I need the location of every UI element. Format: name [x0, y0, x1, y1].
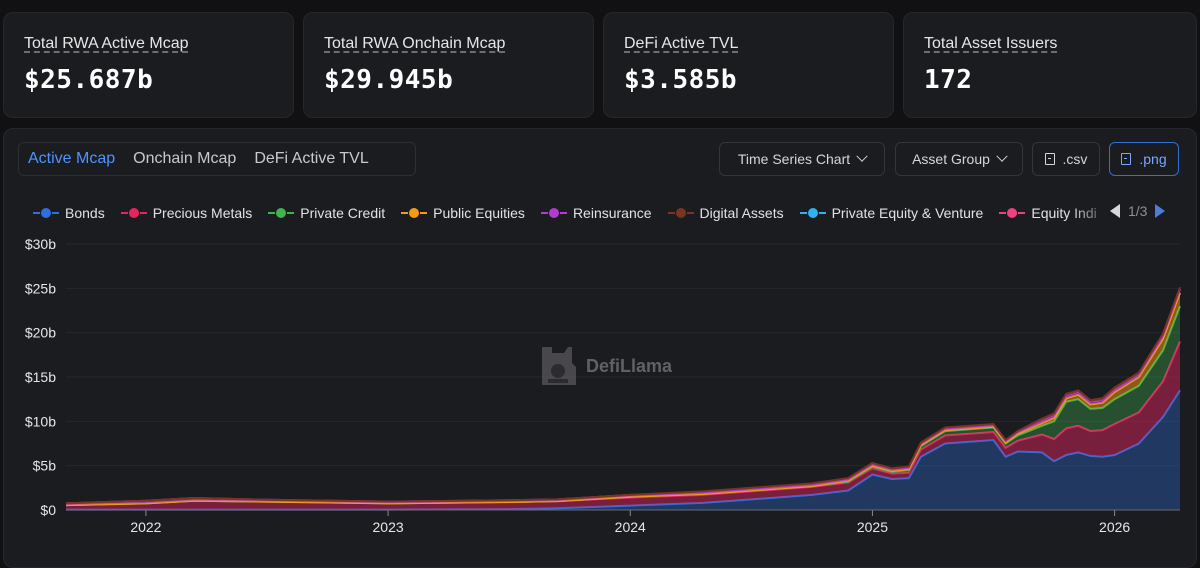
stat-label[interactable]: Total Asset Issuers: [924, 35, 1058, 52]
x-tick-label: 2023: [373, 519, 404, 535]
x-tick-label: 2024: [615, 519, 646, 535]
stat-card-onchain-mcap: Total RWA Onchain Mcap $29.945b: [303, 12, 594, 118]
legend-item-private-equity-venture[interactable]: Private Equity & Venture: [799, 205, 984, 221]
png-label: .png: [1139, 151, 1167, 167]
grouping-dropdown[interactable]: Asset Group: [895, 142, 1023, 176]
y-tick-label: $30b: [25, 236, 56, 252]
legend-label: Precious Metals: [152, 205, 253, 221]
series-area-bonds[interactable]: [66, 390, 1180, 510]
tab-defi-active-tvl[interactable]: DeFi Active TVL: [254, 150, 369, 167]
legend-label: Reinsurance: [572, 205, 652, 221]
x-axis: 2022 2023 2024 2025 2026: [66, 509, 1180, 535]
chart-type-dropdown[interactable]: Time Series Chart: [719, 142, 885, 176]
legend-item-public-equities[interactable]: Public Equities: [401, 205, 525, 221]
tab-active-mcap[interactable]: Active Mcap: [28, 150, 116, 167]
legend-marker: [999, 207, 1026, 219]
csv-label: .csv: [1062, 151, 1088, 167]
legend-item-reinsurance[interactable]: Reinsurance: [540, 205, 652, 221]
legend-marker: [667, 207, 694, 219]
legend-item-private-credit[interactable]: Private Credit: [268, 205, 385, 221]
legend-marker: [799, 207, 826, 219]
legend-marker: [401, 207, 428, 219]
png-download-button[interactable]: .png: [1109, 142, 1179, 176]
stat-label[interactable]: DeFi Active TVL: [624, 35, 739, 52]
stat-card-active-mcap: Total RWA Active Mcap $25.687b: [3, 12, 294, 118]
watermark: DefiLlama: [538, 343, 672, 389]
tab-onchain-mcap[interactable]: Onchain Mcap: [133, 150, 237, 167]
chevron-down-icon: [856, 150, 868, 162]
legend-next-icon[interactable]: [1155, 204, 1166, 218]
legend-label: Private Credit: [300, 205, 386, 221]
y-tick-label: $20b: [25, 325, 56, 341]
legend-label: Public Equities: [433, 205, 525, 221]
legend-item-digital-assets[interactable]: Digital Assets: [667, 205, 784, 221]
y-axis: $0 $5b $10b $15b $20b $25b $30b: [25, 236, 56, 518]
legend-pager: 1/3: [1110, 203, 1166, 219]
legend-label: Digital Assets: [699, 205, 784, 221]
stat-value: $3.585b: [624, 65, 738, 95]
legend: Bonds Precious Metals Private Credit Pub…: [33, 200, 1113, 226]
legend-item-precious-metals[interactable]: Precious Metals: [120, 205, 253, 221]
legend-label: Bonds: [65, 205, 105, 221]
y-tick-label: $25b: [25, 280, 56, 296]
legend-prev-icon[interactable]: [1110, 204, 1120, 218]
stat-value: $25.687b: [24, 65, 154, 95]
stacked-areas: [65, 287, 1181, 511]
area-chart: $0$5b$10b$15b$20b$25b$30b 2022 2023 2024 20…: [25, 236, 1181, 535]
legend-marker: [540, 207, 567, 219]
stat-value: 172: [924, 65, 973, 95]
grouping-label: Asset Group: [912, 151, 990, 167]
y-tick-label: $10b: [25, 413, 56, 429]
legend-item-bonds[interactable]: Bonds: [33, 205, 105, 221]
y-tick-label: $15b: [25, 369, 56, 385]
legend-fade: [1070, 200, 1114, 226]
y-tick-label: $5b: [33, 458, 57, 474]
x-tick-label: 2026: [1099, 519, 1130, 535]
chevron-down-icon: [996, 150, 1008, 162]
series-line-digital-assets[interactable]: [65, 287, 1181, 505]
x-tick-label: 2022: [130, 519, 161, 535]
llama-logo-icon: [542, 347, 576, 385]
legend-page-indicator: 1/3: [1128, 203, 1148, 219]
legend-marker: [120, 207, 147, 219]
y-tick-label: $0: [40, 502, 56, 518]
legend-label: Private Equity & Venture: [831, 205, 984, 221]
csv-download-button[interactable]: .csv: [1032, 142, 1100, 176]
stat-label[interactable]: Total RWA Active Mcap: [24, 35, 189, 52]
image-download-icon: [1121, 153, 1132, 165]
file-download-icon: [1044, 153, 1055, 165]
chart-type-label: Time Series Chart: [737, 151, 851, 167]
stat-label[interactable]: Total RWA Onchain Mcap: [324, 35, 506, 52]
stat-value: $29.945b: [324, 65, 454, 95]
stat-card-issuers: Total Asset Issuers 172: [903, 12, 1197, 118]
stat-card-defi-tvl: DeFi Active TVL $3.585b: [603, 12, 894, 118]
legend-marker: [268, 207, 295, 219]
series-line-bonds[interactable]: [66, 389, 1181, 511]
chart-panel: [3, 128, 1197, 568]
watermark-text: DefiLlama: [586, 355, 673, 376]
metric-tabs: Active Mcap Onchain Mcap DeFi Active TVL: [18, 142, 416, 176]
legend-marker: [33, 207, 59, 219]
x-tick-label: 2025: [857, 519, 888, 535]
